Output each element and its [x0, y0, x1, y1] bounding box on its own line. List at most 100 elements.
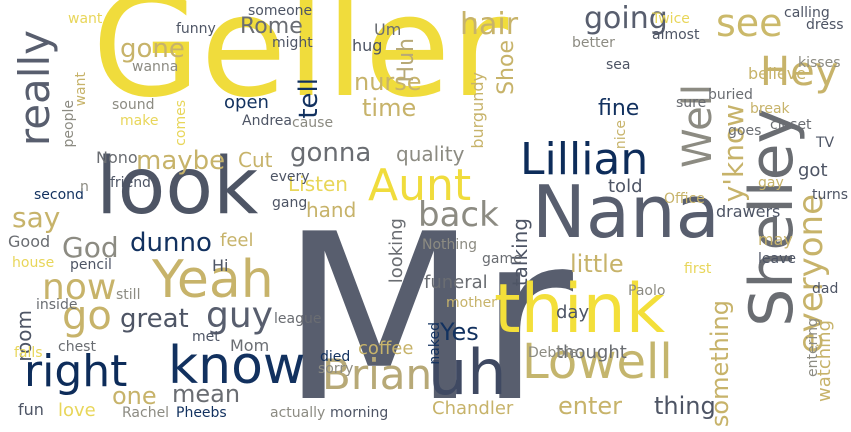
word-listen-50: Listen [288, 172, 348, 196]
word-enter-36: enter [558, 392, 623, 420]
word-cause-80: cause [292, 115, 334, 131]
word-day-64: day [556, 302, 590, 323]
word-actually-104: actually [270, 405, 326, 421]
word-almost-127: almost [652, 27, 700, 43]
word-morning-105: morning [330, 405, 389, 421]
word-nurse-41: nurse [354, 68, 422, 96]
word-twice-126: Twice [652, 11, 690, 27]
word-naked-100: naked [427, 322, 443, 365]
word-entering-92: entering [805, 318, 821, 377]
word-funny-122: funny [176, 21, 216, 37]
word-nono-69: Nono [96, 148, 138, 167]
word-want-123: want [68, 11, 103, 27]
word-coffee-62: coffee [358, 338, 414, 359]
word-want-133: want [73, 72, 89, 107]
word-thing-37: thing [654, 392, 716, 420]
word-uh-6: uh [428, 336, 507, 409]
word-got-61: got [798, 160, 828, 181]
word-yeah-8: Yeah [152, 250, 274, 310]
word-maybe-31: maybe [136, 146, 226, 176]
word-andrea-79: Andrea [242, 113, 292, 129]
word-time-42: time [362, 94, 417, 122]
word-little-38: little [570, 250, 624, 278]
word-might-125: might [272, 35, 313, 51]
word-debbie-96: Debbie [528, 345, 578, 361]
word-one-34: one [112, 382, 157, 410]
word-drawers-74: drawers [716, 202, 781, 221]
word-hand-49: hand [306, 198, 357, 222]
word-n-119: n [80, 179, 89, 195]
word-gay-88: gay [758, 175, 784, 191]
word-hi-67: Hi [212, 256, 229, 275]
word-love-52: love [58, 400, 96, 421]
word-nothing-98: Nothing [422, 237, 478, 253]
word-think-4: think [494, 270, 666, 349]
word-buried-82: buried [708, 87, 753, 103]
word-sure-81: sure [676, 95, 707, 111]
word-league-103: league [274, 311, 322, 327]
word-may-75: may [758, 230, 793, 249]
word-huh-44: Huh [394, 38, 419, 83]
word-dunno-28: dunno [130, 228, 212, 258]
word-now-19: now [42, 267, 117, 308]
word-sorry-102: sorry [318, 361, 354, 377]
word-dad-93: dad [812, 281, 839, 297]
word-really-14: really [10, 30, 59, 147]
word-closet-84: closet [770, 117, 812, 133]
word-tell-30: tell [294, 78, 324, 119]
word-chandler-55: Chandler [432, 398, 514, 419]
word-friend-117: friend [110, 175, 151, 191]
word-turns-87: turns [812, 187, 849, 203]
word-burgundy-72: burgundy [468, 72, 487, 149]
word-pencil-113: pencil [70, 257, 112, 273]
word-rome-43: Rome [240, 14, 303, 39]
word-wanna-121: wanna [132, 59, 179, 75]
word-second-118: second [34, 187, 84, 203]
word-guy-20: guy [206, 295, 273, 336]
word-break-83: break [750, 101, 790, 117]
word-better-128: better [572, 35, 615, 51]
word-geller-1: Geller [92, 0, 509, 129]
word-shoe-45: Shoe [494, 40, 519, 95]
word-tv-86: TV [816, 135, 835, 151]
word-open-51: open [224, 92, 269, 113]
word-people-76: people [61, 100, 77, 148]
word-nice-90: nice [613, 120, 629, 150]
word-yes-39: Yes [440, 318, 479, 346]
word-someone-124: someone [248, 3, 313, 19]
word-looking-65: looking [386, 218, 407, 284]
word-gang-115: gang [272, 195, 308, 211]
word-right-12: right [24, 346, 128, 397]
word-dress-131: dress [806, 17, 844, 33]
word-cut-48: Cut [238, 148, 273, 172]
word-know-7: know [168, 336, 306, 396]
word-make-78: make [120, 113, 159, 129]
word-game-97: game [482, 251, 522, 267]
word-still-112: still [116, 287, 141, 303]
word-good-66: Good [8, 232, 51, 251]
word-inside-111: inside [36, 297, 78, 313]
word-going-23: going [584, 1, 668, 36]
word-mother-99: mother [446, 295, 497, 311]
word-hair-24: hair [460, 7, 519, 42]
word-gonna-32: gonna [290, 138, 372, 168]
word-rachel-107: Rachel [122, 405, 170, 421]
word-yknow-25: y'know [717, 104, 750, 203]
word-nana-3: Nana [532, 170, 720, 254]
word-sound-77: sound [112, 97, 155, 113]
word-go-18: go [62, 293, 112, 339]
word-hey-16: Hey [760, 49, 839, 95]
word-mean-35: mean [172, 380, 241, 408]
word-funeral-57: funeral [424, 272, 488, 293]
word-kisses-132: kisses [798, 55, 841, 71]
word-lowell-9: Lowell [522, 334, 673, 390]
word-hug-71: hug [352, 36, 383, 55]
word-first-94: first [684, 261, 712, 277]
word-say-26: say [12, 201, 61, 234]
word-thought-59: thought [556, 342, 627, 363]
word-god-27: God [62, 231, 119, 264]
word-feel-63: feel [220, 230, 254, 251]
word-great-33: great [120, 304, 189, 334]
word-um-70: Um [374, 20, 402, 39]
